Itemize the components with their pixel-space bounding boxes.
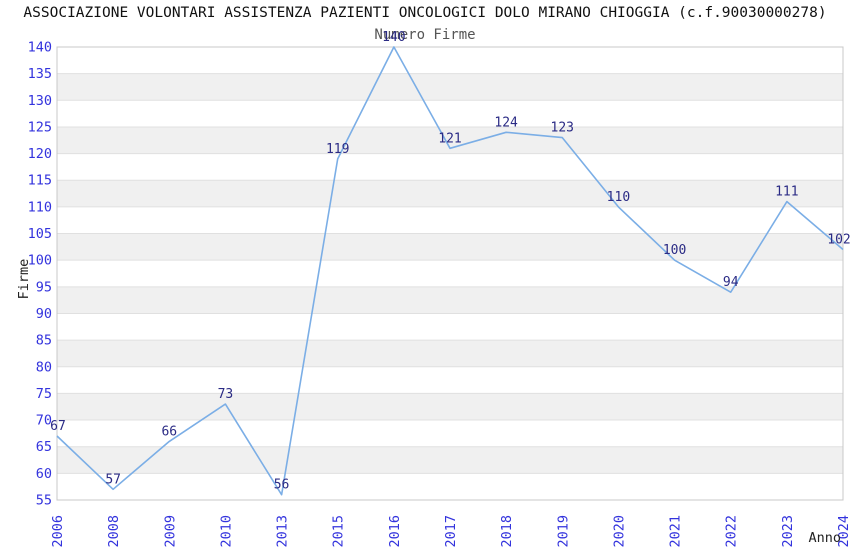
point-label: 110 bbox=[607, 190, 630, 205]
y-tick-label: 60 bbox=[36, 466, 52, 482]
plot-band bbox=[57, 340, 843, 367]
y-tick-label: 55 bbox=[36, 493, 52, 509]
y-tick-label: 140 bbox=[28, 40, 52, 56]
plot-border bbox=[56, 46, 844, 501]
y-tick-label: 110 bbox=[28, 199, 52, 215]
point-label: 111 bbox=[775, 185, 798, 200]
x-tick-label: 2021 bbox=[668, 515, 684, 548]
y-tick-label: 130 bbox=[28, 93, 52, 109]
point-label: 73 bbox=[218, 387, 234, 402]
y-tick-label: 85 bbox=[36, 333, 52, 349]
y-tick-label: 125 bbox=[28, 119, 52, 135]
x-tick-label: 2019 bbox=[555, 515, 571, 548]
x-tick-label: 2017 bbox=[443, 515, 459, 548]
y-tick-label: 75 bbox=[36, 386, 52, 402]
point-label: 100 bbox=[663, 243, 686, 258]
point-label: 124 bbox=[494, 115, 518, 130]
x-tick-label: 2024 bbox=[836, 515, 850, 548]
point-label: 121 bbox=[438, 131, 461, 146]
x-tick-label: 2013 bbox=[275, 515, 291, 548]
chart-main-title: ASSOCIAZIONE VOLONTARI ASSISTENZA PAZIEN… bbox=[23, 5, 827, 21]
point-label: 94 bbox=[723, 275, 739, 290]
plot-band bbox=[57, 233, 843, 261]
plot-band bbox=[57, 126, 843, 154]
point-label: 57 bbox=[105, 472, 121, 487]
y-tick-label: 135 bbox=[28, 66, 52, 82]
chart-subtitle: Numero Firme bbox=[374, 27, 476, 43]
plot-band bbox=[57, 286, 843, 314]
point-label: 67 bbox=[50, 419, 66, 434]
y-tick-label: 120 bbox=[28, 146, 52, 162]
y-tick-label: 65 bbox=[36, 439, 52, 455]
x-tick-label: 2023 bbox=[780, 515, 796, 548]
x-tick-label: 2009 bbox=[162, 515, 178, 548]
point-label: 123 bbox=[551, 121, 574, 136]
plot-band bbox=[57, 393, 843, 421]
y-tick-label: 100 bbox=[28, 253, 52, 269]
x-tick-label: 2016 bbox=[387, 515, 403, 548]
point-label: 66 bbox=[161, 424, 177, 439]
y-axis-title: Firme bbox=[16, 259, 32, 300]
point-label: 102 bbox=[827, 233, 850, 248]
point-label: 140 bbox=[382, 30, 405, 45]
y-tick-label: 95 bbox=[36, 279, 52, 295]
x-tick-label: 2015 bbox=[331, 515, 347, 548]
x-tick-label: 2022 bbox=[724, 515, 740, 548]
y-tick-label: 105 bbox=[28, 226, 52, 242]
x-axis-title: Anno bbox=[808, 530, 841, 546]
x-tick-label: 2006 bbox=[50, 515, 66, 548]
y-tick-label: 70 bbox=[36, 413, 52, 429]
x-tick-label: 2010 bbox=[218, 515, 234, 548]
plot-band bbox=[57, 73, 843, 101]
plot-band bbox=[57, 446, 843, 474]
plot-band bbox=[57, 180, 843, 207]
y-tick-label: 80 bbox=[36, 359, 52, 375]
point-label: 56 bbox=[274, 478, 290, 493]
data-line bbox=[56, 46, 844, 496]
y-tick-label: 90 bbox=[36, 306, 52, 322]
y-tick-label: 115 bbox=[28, 173, 52, 189]
x-tick-label: 2020 bbox=[611, 515, 627, 548]
x-tick-label: 2018 bbox=[499, 515, 515, 548]
x-tick-label: 2008 bbox=[106, 515, 122, 548]
point-label: 119 bbox=[326, 142, 349, 157]
